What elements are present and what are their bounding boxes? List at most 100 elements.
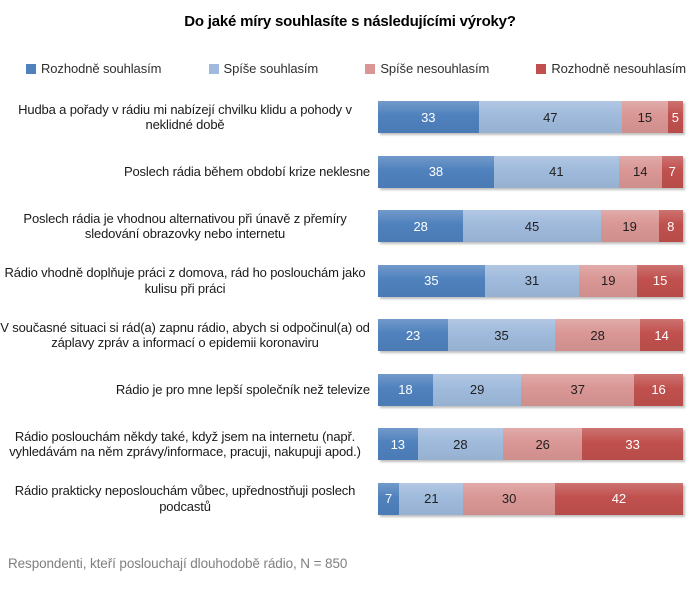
legend-item-label: Rozhodně nesouhlasím: [551, 61, 686, 76]
segment-value-label: 7: [668, 164, 676, 180]
segment-value-label: 13: [390, 436, 406, 452]
legend-swatch-icon: [365, 63, 376, 74]
segment-value-label: 47: [543, 109, 558, 125]
bar-area: 18 29 37 16: [378, 373, 683, 406]
bar-area: 23 35 28 14: [378, 319, 683, 352]
bar-area: 28 45 19 8: [378, 210, 683, 243]
segment-value-label: 35: [424, 273, 439, 289]
legend-item-label: Spíše souhlasím: [223, 61, 319, 76]
bar-segment: 35: [378, 264, 485, 297]
segment-value-label: 26: [535, 436, 550, 452]
stacked-bar: 23 35 28 14: [378, 319, 683, 352]
bar-segment: 28: [378, 210, 464, 243]
category-label-text: Hudba a pořady v rádiu mi nabízejí chvil…: [18, 101, 352, 133]
bar-segment: 35: [448, 319, 555, 352]
stacked-bar: 28 45 19 8: [378, 210, 683, 243]
bar-segment: 42: [554, 482, 683, 515]
segment-value-label: 28: [590, 327, 605, 343]
legend-item: Rozhodně nesouhlasím: [536, 61, 686, 76]
category-label-text: Rádio vhodně doplňuje práci z domova, rá…: [4, 265, 366, 296]
chart-row: Rádio je pro mne lepší společník než tel…: [0, 363, 700, 418]
bar-segment: 14: [640, 319, 683, 352]
chart-row: Rádio poslouchám někdy také, když jsem n…: [0, 417, 700, 472]
stacked-bar: 33 47 15 5: [378, 101, 683, 134]
legend: Rozhodně souhlasím Spíše souhlasím Spíše n…: [26, 61, 686, 76]
segment-value-label: 18: [398, 382, 413, 398]
legend-item: Spíše souhlasím: [208, 61, 319, 76]
bar-segment: 31: [484, 264, 580, 297]
legend-item-label: Spíše nesouhlasím: [380, 61, 490, 76]
category-label: Poslech rádia během období krize neklesn…: [0, 164, 378, 180]
bar-segment: 26: [503, 428, 583, 461]
bar-segment: 28: [417, 428, 504, 461]
segment-value-label: 5: [671, 109, 679, 125]
segment-value-label: 19: [622, 218, 637, 234]
category-label-text: V současné situaci si rád(a) zapnu rádio…: [0, 319, 370, 351]
bar-segment: 23: [378, 319, 449, 352]
chart-title: Do jaké míry souhlasíte s následujícími …: [184, 13, 516, 30]
category-label: Rádio vhodně doplňuje práci z domova, rá…: [0, 265, 378, 296]
segment-value-label: 29: [469, 382, 485, 398]
bar-segment: 30: [463, 482, 555, 515]
legend-item: Spíše nesouhlasím: [365, 61, 489, 76]
bar-segment: 47: [478, 101, 622, 134]
segment-value-label: 30: [501, 491, 517, 507]
chart-row: V současné situaci si rád(a) zapnu rádio…: [0, 308, 700, 363]
segment-value-label: 15: [652, 273, 668, 289]
legend-swatch-icon: [26, 63, 36, 74]
bar-segment: 19: [600, 210, 659, 243]
segment-value-label: 45: [524, 218, 540, 234]
stacked-bar: 38 41 14 7: [378, 155, 683, 188]
bar-area: 38 41 14 7: [378, 155, 683, 188]
segment-value-label: 8: [667, 218, 675, 234]
bar-segment: 7: [378, 482, 400, 515]
bar-area: 7 21 30 42: [378, 482, 683, 515]
category-label: V současné situaci si rád(a) zapnu rádio…: [0, 320, 378, 351]
segment-value-label: 28: [453, 436, 468, 452]
bar-segment: 38: [378, 155, 494, 188]
bar-segment: 5: [667, 101, 683, 134]
segment-value-label: 37: [570, 382, 585, 398]
legend-swatch-icon: [536, 63, 547, 74]
segment-value-label: 33: [625, 436, 640, 452]
bar-segment: 33: [582, 428, 683, 461]
segment-value-label: 16: [651, 382, 666, 398]
category-label: Rádio poslouchám někdy také, když jsem n…: [0, 429, 378, 460]
category-label: Hudba a pořady v rádiu mi nabízejí chvil…: [0, 102, 378, 133]
category-label-text: Poslech rádia během období krize neklesn…: [123, 164, 370, 180]
segment-value-label: 35: [494, 327, 509, 343]
category-label: Rádio prakticky neposlouchám vůbec, upře…: [0, 483, 378, 514]
stacked-bar: 13 28 26 33: [378, 428, 683, 461]
bar-segment: 45: [463, 210, 601, 243]
bar-segment: 13: [378, 428, 418, 461]
bar-segment: 16: [634, 373, 683, 406]
bar-area: 13 28 26 33: [378, 428, 683, 461]
bar-segment: 37: [521, 373, 635, 406]
category-label: Rádio je pro mne lepší společník než tel…: [0, 382, 378, 398]
stacked-bar: 18 29 37 16: [378, 373, 683, 406]
chart-row: Hudba a pořady v rádiu mi nabízejí chvil…: [0, 90, 700, 145]
segment-value-label: 23: [405, 327, 421, 343]
bar-segment: 33: [378, 101, 479, 134]
category-label: Poslech rádia je vhodnou alternativou př…: [0, 211, 378, 242]
legend-swatch-icon: [208, 63, 219, 74]
bar-segment: 14: [618, 155, 662, 188]
footnote: Respondenti, kteří poslouchají dlouhodob…: [8, 556, 348, 571]
stacked-bar: 35 31 19 15: [378, 264, 683, 297]
bar-segment: 28: [554, 319, 641, 352]
segment-value-label: 41: [549, 164, 564, 180]
bar-segment: 41: [493, 155, 619, 188]
category-label-text: Rádio prakticky neposlouchám vůbec, upře…: [14, 483, 356, 514]
segment-value-label: 7: [385, 491, 393, 507]
category-label-text: Rádio je pro mne lepší společník než tel…: [115, 382, 370, 398]
bar-segment: 29: [432, 373, 522, 406]
chart-row: Poslech rádia během období krize neklesn…: [0, 145, 700, 200]
bar-segment: 18: [378, 373, 433, 406]
legend-item: Rozhodně souhlasím: [26, 61, 161, 76]
bar-segment: 19: [579, 264, 638, 297]
segment-value-label: 14: [654, 327, 669, 343]
legend-item-label: Rozhodně souhlasím: [41, 61, 162, 76]
stacked-bar-chart: Hudba a pořady v rádiu mi nabízejí chvil…: [0, 90, 700, 526]
bar-segment: 21: [399, 482, 464, 515]
chart-row: Rádio prakticky neposlouchám vůbec, upře…: [0, 472, 700, 527]
